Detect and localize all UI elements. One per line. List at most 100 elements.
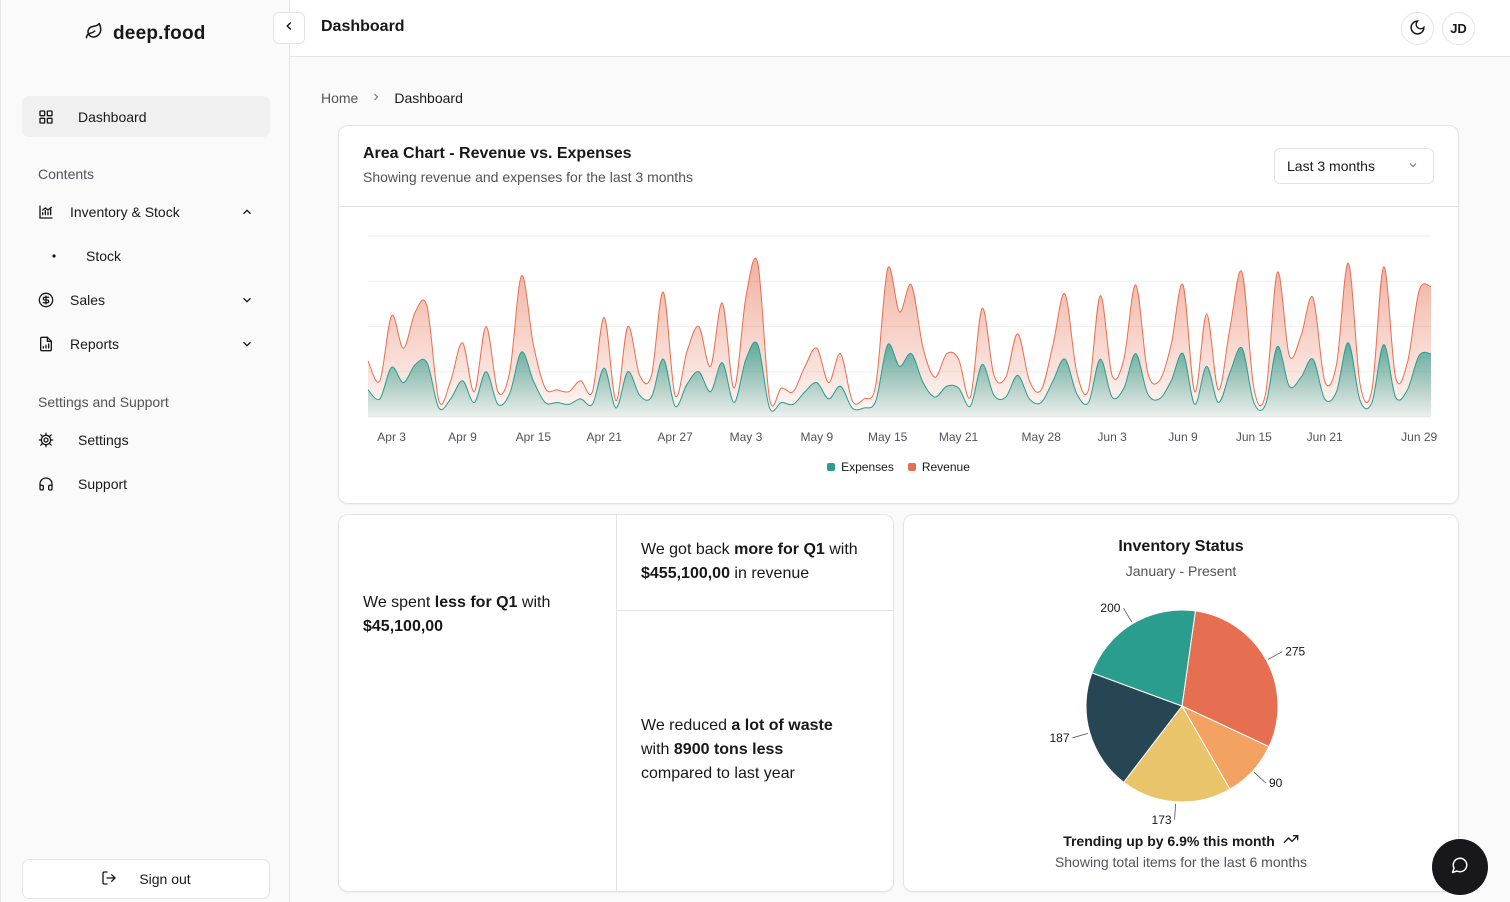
- top-bar: [290, 0, 1510, 57]
- stats-divider: [616, 515, 617, 891]
- range-select-value: Last 3 months: [1287, 158, 1375, 174]
- pie-label-leader: [1174, 803, 1177, 820]
- log-out-icon: [101, 870, 117, 889]
- section-settings-support: Settings and Support: [38, 394, 169, 410]
- sidebar-item-support[interactable]: Support: [22, 466, 270, 502]
- theme-toggle-button[interactable]: [1401, 12, 1434, 45]
- sidebar-item-label: Reports: [70, 336, 120, 352]
- file-chart-icon: [22, 336, 70, 352]
- stats-card: We spent less for Q1 with $45,100,00 We …: [338, 514, 894, 892]
- sidebar-item-label: Stock: [86, 248, 122, 264]
- pie-slice[interactable]: [1085, 672, 1183, 783]
- x-tick-label: Apr 15: [516, 430, 552, 444]
- dollar-circle-icon: [22, 292, 70, 308]
- x-tick-label: May 3: [730, 430, 763, 444]
- brand[interactable]: deep.food: [85, 22, 206, 46]
- trend-text: Trending up by 6.9% this month: [1063, 832, 1275, 849]
- chevron-down-icon: [1407, 158, 1419, 174]
- sidebar-item-label: Settings: [78, 432, 129, 448]
- inventory-subtitle: January - Present: [1125, 563, 1237, 579]
- x-tick-label: May 9: [800, 430, 833, 444]
- breadcrumb-current: Dashboard: [394, 90, 463, 106]
- sign-out-label: Sign out: [139, 871, 191, 887]
- pie-value-label: 90: [1269, 776, 1283, 790]
- range-select[interactable]: Last 3 months: [1274, 148, 1434, 184]
- moon-icon: [1409, 19, 1426, 39]
- brand-name: deep.food: [113, 23, 206, 44]
- x-tick-label: Jun 9: [1168, 430, 1198, 444]
- pie-slice[interactable]: [1122, 705, 1231, 803]
- area-chart-title: Area Chart - Revenue vs. Expenses: [363, 145, 632, 162]
- x-tick-label: Jun 21: [1307, 430, 1343, 444]
- chevron-up-icon[interactable]: [224, 205, 270, 219]
- x-tick-label: May 28: [1022, 430, 1062, 444]
- chevron-down-icon[interactable]: [224, 293, 270, 307]
- sign-out-button[interactable]: Sign out: [22, 859, 270, 899]
- gear-icon: [22, 432, 70, 448]
- avatar[interactable]: JD: [1442, 12, 1475, 45]
- legend-revenue[interactable]: Revenue: [907, 460, 970, 474]
- sidebar-item-stock[interactable]: Stock: [22, 238, 270, 274]
- stats-divider: [617, 610, 893, 611]
- collapse-sidebar-button[interactable]: [273, 12, 305, 44]
- sidebar-item-inventory[interactable]: Inventory & Stock: [22, 194, 270, 230]
- expenses-line: [367, 341, 1432, 412]
- breadcrumb-home[interactable]: Home: [321, 90, 359, 106]
- pie-label-leader: [1072, 732, 1089, 739]
- chevron-left-icon: [282, 19, 296, 38]
- sidebar-item-label: Dashboard: [78, 108, 147, 125]
- chevron-right-icon: [370, 90, 382, 106]
- sidebar-item-sales[interactable]: Sales: [22, 282, 270, 318]
- chat-button[interactable]: [1432, 839, 1488, 895]
- sidebar-item-settings[interactable]: Settings: [22, 422, 270, 458]
- x-tick-label: Jun 3: [1097, 430, 1127, 444]
- pie-value-label: 187: [1049, 731, 1069, 745]
- legend-label: Expenses: [841, 460, 894, 474]
- sidebar-item-label: Support: [78, 476, 128, 492]
- sidebar-item-dashboard[interactable]: Dashboard: [22, 96, 270, 137]
- sidebar: deep.food Dashboard Contents Inventory &…: [0, 0, 290, 902]
- sidebar-item-reports[interactable]: Reports: [22, 326, 270, 362]
- area-chart-card: Area Chart - Revenue vs. Expenses Showin…: [338, 125, 1459, 504]
- breadcrumb: Home Dashboard: [321, 90, 463, 106]
- inventory-footer: Showing total items for the last 6 month…: [1054, 854, 1308, 870]
- section-contents: Contents: [38, 166, 95, 182]
- area-chart-subtitle: Showing revenue and expenses for the las…: [363, 169, 693, 185]
- inventory-title: Inventory Status: [1118, 538, 1244, 555]
- headphones-icon: [22, 476, 70, 492]
- trending-up-icon: [1283, 831, 1299, 850]
- x-tick-label: Apr 27: [657, 430, 693, 444]
- page-title: Dashboard: [321, 18, 405, 35]
- revenue-line: [367, 257, 1432, 407]
- pie-value-label: 173: [1152, 813, 1172, 825]
- trend-line: Trending up by 6.9% this month: [904, 831, 1458, 850]
- pie-label-leader: [1123, 607, 1133, 623]
- message-circle-icon: [1451, 856, 1469, 879]
- inventory-card: Inventory Status January - Present 275 90…: [903, 514, 1459, 892]
- legend-expenses[interactable]: Expenses: [827, 460, 894, 474]
- stat-waste: We reduced a lot of waste with 8900 tons…: [641, 717, 833, 782]
- stat-spent: We spent less for Q1 with $45,100,00: [363, 594, 551, 635]
- chart-line-icon: [22, 204, 70, 220]
- pie-slice[interactable]: [1181, 610, 1279, 748]
- x-tick-label: Jun 29: [1401, 430, 1437, 444]
- revenue-area: [368, 258, 1431, 417]
- x-tick-label: Apr 9: [448, 430, 477, 444]
- grid-icon: [22, 109, 70, 125]
- chevron-down-icon[interactable]: [224, 337, 270, 351]
- bullet-icon: [22, 253, 86, 259]
- pie-slice[interactable]: [1091, 609, 1196, 707]
- x-tick-label: May 15: [868, 430, 908, 444]
- sidebar-item-label: Sales: [70, 292, 106, 308]
- pie-label-leader: [1253, 771, 1267, 784]
- x-tick-label: Apr 3: [377, 430, 406, 444]
- area-chart: Apr 3 Apr 9 Apr 15 Apr 21 Apr 27 May 3 May 9 Ma…: [367, 235, 1438, 444]
- pie-value-label: 200: [1100, 601, 1120, 615]
- leaf-icon: [85, 22, 103, 46]
- pie-chart: 275 90 173 187 200: [1049, 601, 1305, 825]
- sidebar-item-label: Inventory & Stock: [70, 204, 180, 220]
- x-tick-label: Jun 15: [1236, 430, 1272, 444]
- stat-revenue: We got back more for Q1 with $455,100,00…: [641, 541, 858, 582]
- chart-legend: Expenses Revenue: [339, 460, 1458, 474]
- x-tick-label: May 21: [939, 430, 979, 444]
